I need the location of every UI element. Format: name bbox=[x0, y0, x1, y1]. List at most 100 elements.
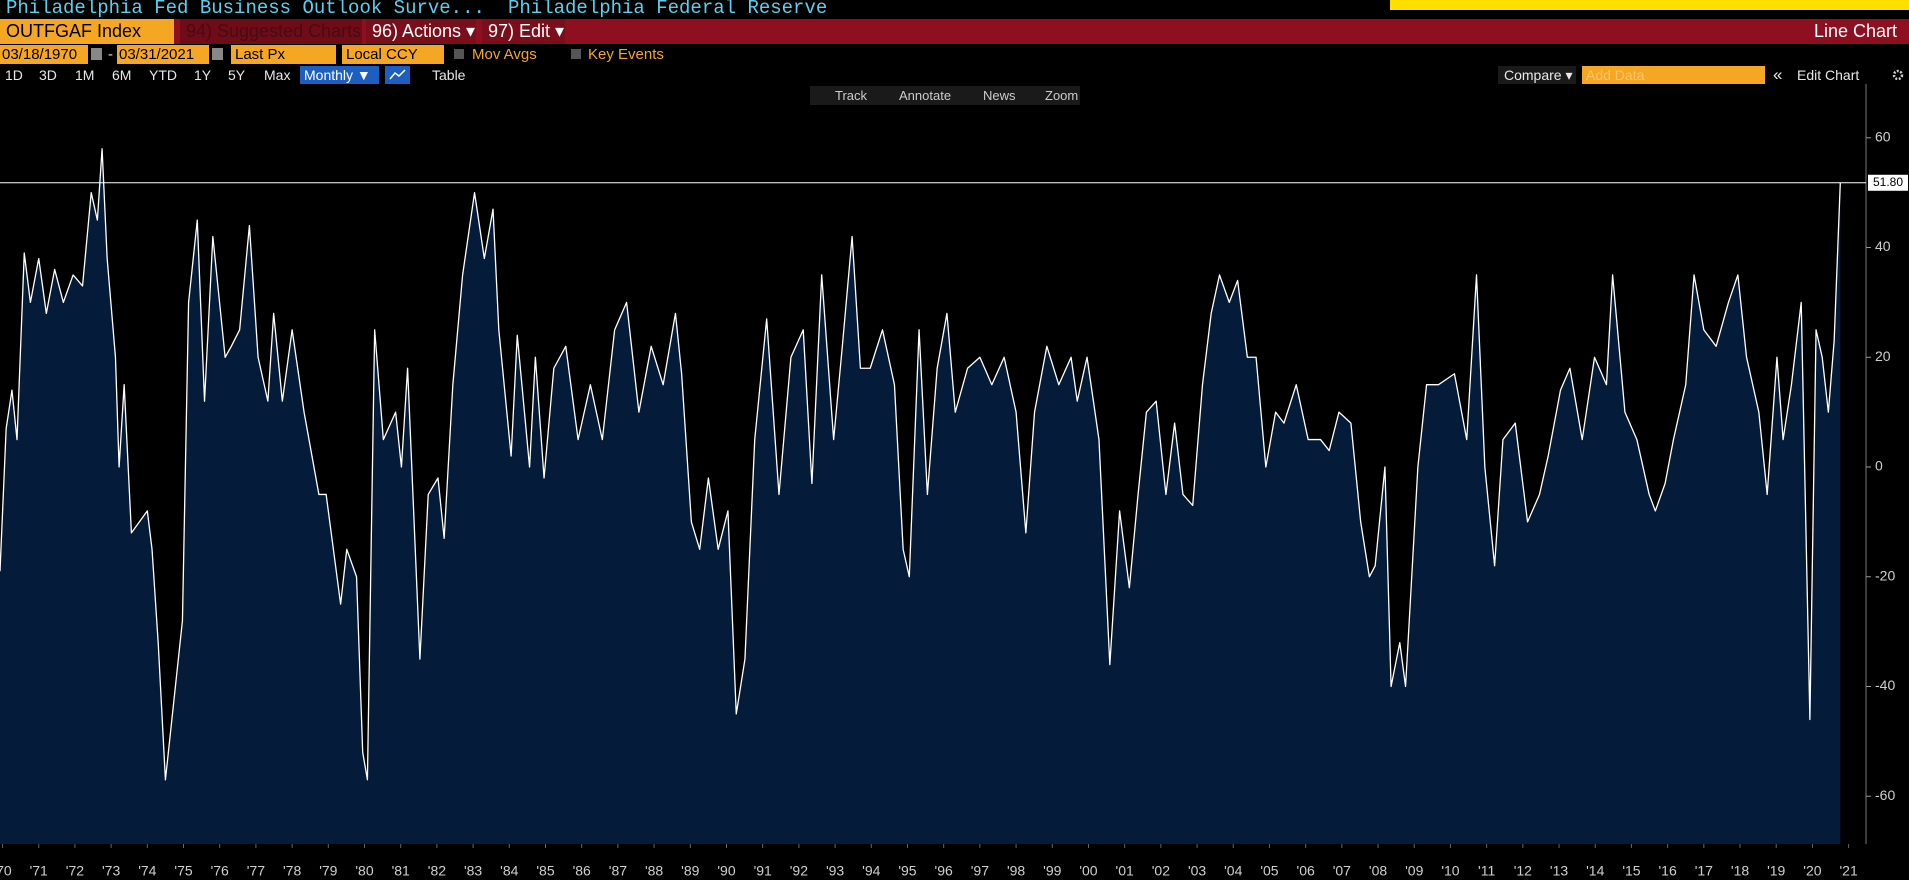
settings-button[interactable] bbox=[1891, 66, 1905, 84]
add-data-field[interactable]: Add Data bbox=[1582, 66, 1765, 84]
y-tick-label: -20 bbox=[1875, 567, 1895, 583]
x-tick-label: '86 bbox=[573, 863, 591, 879]
x-tick-label: '05 bbox=[1260, 863, 1278, 879]
actions-menu[interactable]: 96) Actions ▾ bbox=[366, 19, 476, 44]
period-button[interactable]: 1M bbox=[75, 67, 95, 83]
date-separator: - bbox=[108, 46, 113, 63]
x-tick-label: '04 bbox=[1224, 863, 1242, 879]
command-bar: OUTFGAF Index 94) Suggested Charts 96) A… bbox=[0, 19, 1909, 44]
checkbox[interactable] bbox=[454, 49, 464, 59]
mov-avgs[interactable]: Mov Avgs bbox=[472, 46, 537, 63]
toolbar-button[interactable]: News bbox=[983, 88, 1016, 103]
y-tick-label: -40 bbox=[1875, 677, 1895, 693]
area-fill bbox=[0, 148, 1841, 844]
end-date[interactable]: 03/31/2021 bbox=[117, 45, 209, 64]
x-tick-label: '81 bbox=[392, 863, 410, 879]
suggested-charts[interactable]: 94) Suggested Charts bbox=[180, 19, 362, 44]
y-tick-label: 0 bbox=[1875, 458, 1883, 474]
source-title: Philadelphia Federal Reserve bbox=[508, 0, 828, 19]
security-title: Philadelphia Fed Business Outlook Surve.… bbox=[6, 0, 485, 19]
x-tick-label: '93 bbox=[826, 863, 844, 879]
x-tick-label: '90 bbox=[717, 863, 735, 879]
x-tick-label: '95 bbox=[898, 863, 916, 879]
x-tick-label: '21 bbox=[1840, 863, 1858, 879]
x-tick-label: '87 bbox=[609, 863, 627, 879]
x-tick-label: '71 bbox=[30, 863, 48, 879]
ticker-field[interactable]: OUTFGAF Index bbox=[0, 19, 174, 44]
edit-chart-button[interactable]: Edit Chart bbox=[1797, 67, 1860, 83]
x-tick-label: '92 bbox=[790, 863, 808, 879]
table-button[interactable]: Table bbox=[432, 67, 466, 83]
x-tick-label: '11 bbox=[1478, 863, 1495, 879]
x-tick-label: '98 bbox=[1007, 863, 1025, 879]
toolbar-button[interactable]: Track bbox=[835, 88, 868, 103]
plot-area bbox=[0, 148, 1841, 844]
x-tick-label: '09 bbox=[1405, 863, 1423, 879]
edit-menu[interactable]: 97) Edit ▾ bbox=[482, 19, 565, 44]
chart: -60 -40 -20 0 20 40 60 '70 '71 '72 '73 '74 '75 '76 '77… bbox=[0, 84, 1908, 879]
x-tick-label: '88 bbox=[645, 863, 663, 879]
x-tick-label: '06 bbox=[1297, 863, 1315, 879]
frequency-select[interactable]: Monthly ▼ bbox=[300, 66, 379, 84]
compare-menu[interactable]: Compare ▾ bbox=[1498, 66, 1576, 84]
x-tick-label: '73 bbox=[102, 863, 120, 879]
x-tick-label: '75 bbox=[174, 863, 192, 879]
chart-style-icon bbox=[389, 69, 406, 80]
period-button[interactable]: YTD bbox=[149, 67, 177, 83]
x-tick-label: '84 bbox=[500, 863, 518, 879]
checkbox[interactable] bbox=[571, 49, 581, 59]
start-date[interactable]: 03/18/1970 bbox=[0, 45, 88, 64]
x-tick-label: '83 bbox=[464, 863, 482, 879]
toolbar-button[interactable]: Zoom bbox=[1045, 88, 1079, 103]
x-tick-label: '96 bbox=[935, 863, 953, 879]
chart-style-button[interactable] bbox=[385, 66, 410, 84]
field-select[interactable]: Last Px bbox=[231, 45, 336, 64]
x-tick-label: '15 bbox=[1622, 863, 1640, 879]
calendar-icon[interactable] bbox=[91, 48, 102, 60]
currency-select[interactable]: Local CCY bbox=[342, 45, 444, 64]
title-bar: Philadelphia Fed Business Outlook Surve.… bbox=[0, 0, 1909, 19]
y-tick-label: -60 bbox=[1875, 787, 1895, 803]
x-tick-label: '08 bbox=[1369, 863, 1387, 879]
collapse-button[interactable]: « bbox=[1773, 65, 1783, 84]
chart-toolbar: Track Annotate News Zoom bbox=[810, 86, 1080, 105]
alert-strip bbox=[1390, 0, 1909, 10]
x-tick-label: '80 bbox=[355, 863, 373, 879]
period-button[interactable]: 1D bbox=[5, 67, 23, 83]
x-tick-label: '94 bbox=[862, 863, 880, 879]
x-tick-label: '99 bbox=[1043, 863, 1061, 879]
key-events[interactable]: Key Events bbox=[588, 46, 664, 63]
x-tick-label: '97 bbox=[971, 863, 989, 879]
x-tick-label: '01 bbox=[1116, 863, 1134, 879]
x-tick-label: '78 bbox=[283, 863, 301, 879]
x-tick-label: '03 bbox=[1188, 863, 1206, 879]
calendar-icon[interactable] bbox=[212, 48, 223, 60]
x-tick-label: '10 bbox=[1441, 863, 1459, 879]
series-line bbox=[0, 148, 1841, 781]
x-tick-label: '89 bbox=[681, 863, 699, 879]
period-button[interactable]: 1Y bbox=[194, 67, 212, 83]
y-tick-label: 40 bbox=[1875, 238, 1891, 254]
y-tick-label: 20 bbox=[1875, 348, 1891, 364]
x-tick-label: '74 bbox=[138, 863, 156, 879]
x-tick-label: '18 bbox=[1731, 863, 1749, 879]
x-tick-label: '79 bbox=[319, 863, 337, 879]
period-button[interactable]: 3D bbox=[39, 67, 57, 83]
x-tick-label: '91 bbox=[754, 863, 772, 879]
x-tick-label: '85 bbox=[536, 863, 554, 879]
x-tick-label: '13 bbox=[1550, 863, 1568, 879]
toolbar-button[interactable]: Annotate bbox=[899, 88, 952, 103]
x-tick-label: '72 bbox=[66, 863, 84, 879]
x-tick-label: '76 bbox=[211, 863, 229, 879]
y-tick-label: 60 bbox=[1875, 128, 1891, 144]
last-value-label: 51.80 bbox=[1873, 175, 1903, 189]
x-tick-label: '70 bbox=[0, 863, 12, 879]
chart-kind: Line Chart bbox=[1813, 21, 1897, 41]
x-tick-label: '14 bbox=[1586, 863, 1604, 879]
x-tick-label: '00 bbox=[1079, 863, 1097, 879]
period-button[interactable]: Max bbox=[264, 67, 291, 83]
period-button[interactable]: 6M bbox=[112, 67, 132, 83]
x-tick-label: '20 bbox=[1803, 863, 1821, 879]
period-button[interactable]: 5Y bbox=[228, 67, 246, 83]
x-tick-label: '77 bbox=[247, 863, 265, 879]
